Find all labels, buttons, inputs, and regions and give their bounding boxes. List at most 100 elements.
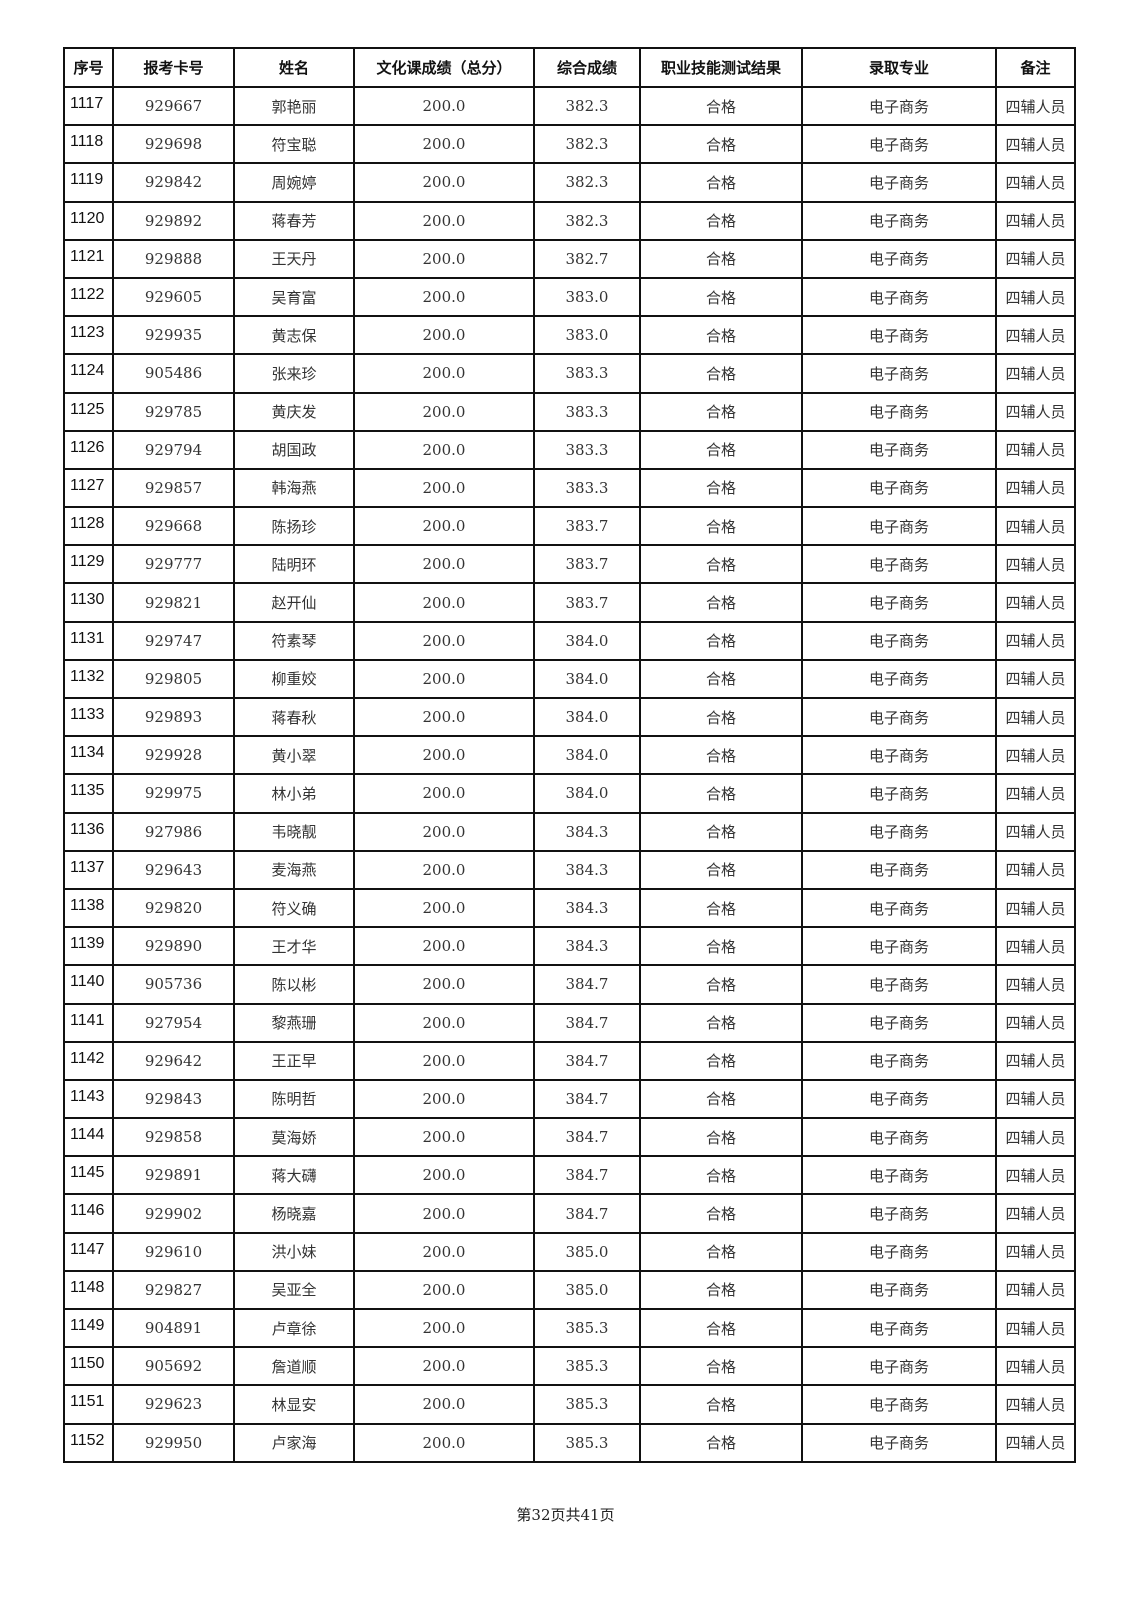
table-row: 1146 929902 杨晓嘉 200.0 384.7 合格 电子商务 四辅人员 xyxy=(63,1193,1076,1234)
card-number-cell: 929843 xyxy=(112,1078,235,1120)
skill-test-cell: 合格 xyxy=(639,887,803,929)
remark-cell: 四辅人员 xyxy=(995,964,1076,1005)
major-cell: 电子商务 xyxy=(801,1040,997,1081)
card-number-cell: 927986 xyxy=(112,811,235,852)
total-score-cell: 384.0 xyxy=(533,735,641,776)
card-number-cell: 929893 xyxy=(112,696,235,738)
table-row: 1124 905486 张来珍 200.0 383.3 合格 电子商务 四辅人员 xyxy=(63,353,1076,394)
seq-cell: 1126 xyxy=(63,429,114,470)
name-cell: 洪小妹 xyxy=(233,1231,355,1272)
card-number-cell: 929858 xyxy=(112,1117,235,1158)
table-row: 1119 929842 周婉婷 200.0 382.3 合格 电子商务 四辅人员 xyxy=(63,162,1076,203)
culture-score-cell: 200.0 xyxy=(353,506,535,547)
name-cell: 吴亚全 xyxy=(233,1269,355,1311)
card-number-cell: 905736 xyxy=(112,964,235,1005)
major-cell: 电子商务 xyxy=(801,200,997,241)
total-score-cell: 384.3 xyxy=(533,811,641,852)
skill-test-cell: 合格 xyxy=(639,773,803,814)
card-number-cell: 905486 xyxy=(112,353,235,394)
skill-test-cell: 合格 xyxy=(639,162,803,203)
name-cell: 吴育富 xyxy=(233,276,355,318)
card-number-cell: 929777 xyxy=(112,544,235,585)
name-cell: 黄庆发 xyxy=(233,391,355,432)
admission-table: 序号 报考卡号 姓名 文化课成绩（总分） 综合成绩 职业技能测试结果 录取专业 … xyxy=(63,47,1076,1463)
total-score-cell: 382.7 xyxy=(533,238,641,279)
seq-cell: 1123 xyxy=(63,315,114,356)
culture-score-cell: 200.0 xyxy=(353,1078,535,1120)
total-score-cell: 385.3 xyxy=(533,1384,641,1425)
major-cell: 电子商务 xyxy=(801,849,997,890)
header-seq: 序号 xyxy=(63,47,114,88)
major-cell: 电子商务 xyxy=(801,696,997,738)
remark-cell: 四辅人员 xyxy=(995,620,1076,661)
remark-cell: 四辅人员 xyxy=(995,735,1076,776)
table-row: 1132 929805 柳重姣 200.0 384.0 合格 电子商务 四辅人员 xyxy=(63,658,1076,700)
card-number-cell: 929857 xyxy=(112,467,235,509)
total-score-cell: 385.3 xyxy=(533,1422,641,1463)
remark-cell: 四辅人员 xyxy=(995,544,1076,585)
name-cell: 符义确 xyxy=(233,887,355,929)
major-cell: 电子商务 xyxy=(801,1422,997,1463)
major-cell: 电子商务 xyxy=(801,1002,997,1043)
name-cell: 黎燕珊 xyxy=(233,1002,355,1043)
culture-score-cell: 200.0 xyxy=(353,353,535,394)
skill-test-cell: 合格 xyxy=(639,238,803,279)
card-number-cell: 929820 xyxy=(112,887,235,929)
seq-cell: 1121 xyxy=(63,238,114,279)
card-number-cell: 929950 xyxy=(112,1422,235,1463)
name-cell: 莫海娇 xyxy=(233,1117,355,1158)
seq-cell: 1131 xyxy=(63,620,114,661)
skill-test-cell: 合格 xyxy=(639,696,803,738)
skill-test-cell: 合格 xyxy=(639,1117,803,1158)
card-number-cell: 929698 xyxy=(112,124,235,165)
card-number-cell: 929935 xyxy=(112,315,235,356)
major-cell: 电子商务 xyxy=(801,85,997,127)
table-row: 1141 927954 黎燕珊 200.0 384.7 合格 电子商务 四辅人员 xyxy=(63,1002,1076,1043)
table-row: 1128 929668 陈扬珍 200.0 383.7 合格 电子商务 四辅人员 xyxy=(63,506,1076,547)
total-score-cell: 383.7 xyxy=(533,582,641,623)
total-score-cell: 384.7 xyxy=(533,1155,641,1196)
culture-score-cell: 200.0 xyxy=(353,238,535,279)
total-score-cell: 383.7 xyxy=(533,506,641,547)
remark-cell: 四辅人员 xyxy=(995,1384,1076,1425)
skill-test-cell: 合格 xyxy=(639,200,803,241)
table-row: 1129 929777 陆明环 200.0 383.7 合格 电子商务 四辅人员 xyxy=(63,544,1076,585)
table-row: 1152 929950 卢家海 200.0 385.3 合格 电子商务 四辅人员 xyxy=(63,1422,1076,1463)
seq-cell: 1141 xyxy=(63,1002,114,1043)
name-cell: 陈明哲 xyxy=(233,1078,355,1120)
name-cell: 胡国政 xyxy=(233,429,355,470)
skill-test-cell: 合格 xyxy=(639,1269,803,1311)
skill-test-cell: 合格 xyxy=(639,735,803,776)
major-cell: 电子商务 xyxy=(801,1117,997,1158)
skill-test-cell: 合格 xyxy=(639,1002,803,1043)
culture-score-cell: 200.0 xyxy=(353,391,535,432)
culture-score-cell: 200.0 xyxy=(353,964,535,1005)
major-cell: 电子商务 xyxy=(801,658,997,700)
total-score-cell: 384.3 xyxy=(533,887,641,929)
seq-cell: 1137 xyxy=(63,849,114,890)
skill-test-cell: 合格 xyxy=(639,506,803,547)
table-row: 1125 929785 黄庆发 200.0 383.3 合格 电子商务 四辅人员 xyxy=(63,391,1076,432)
culture-score-cell: 200.0 xyxy=(353,1040,535,1081)
culture-score-cell: 200.0 xyxy=(353,811,535,852)
seq-cell: 1136 xyxy=(63,811,114,852)
major-cell: 电子商务 xyxy=(801,1155,997,1196)
culture-score-cell: 200.0 xyxy=(353,124,535,165)
table-row: 1126 929794 胡国政 200.0 383.3 合格 电子商务 四辅人员 xyxy=(63,429,1076,470)
card-number-cell: 929888 xyxy=(112,238,235,279)
skill-test-cell: 合格 xyxy=(639,85,803,127)
seq-cell: 1120 xyxy=(63,200,114,241)
table-row: 1137 929643 麦海燕 200.0 384.3 合格 电子商务 四辅人员 xyxy=(63,849,1076,890)
card-number-cell: 929785 xyxy=(112,391,235,432)
table-row: 1149 904891 卢章徐 200.0 385.3 合格 电子商务 四辅人员 xyxy=(63,1307,1076,1349)
seq-cell: 1146 xyxy=(63,1193,114,1234)
seq-cell: 1148 xyxy=(63,1269,114,1311)
total-score-cell: 384.0 xyxy=(533,658,641,700)
name-cell: 赵开仙 xyxy=(233,582,355,623)
total-score-cell: 382.3 xyxy=(533,162,641,203)
card-number-cell: 929902 xyxy=(112,1193,235,1234)
seq-cell: 1138 xyxy=(63,887,114,929)
name-cell: 柳重姣 xyxy=(233,658,355,700)
culture-score-cell: 200.0 xyxy=(353,200,535,241)
total-score-cell: 384.7 xyxy=(533,964,641,1005)
